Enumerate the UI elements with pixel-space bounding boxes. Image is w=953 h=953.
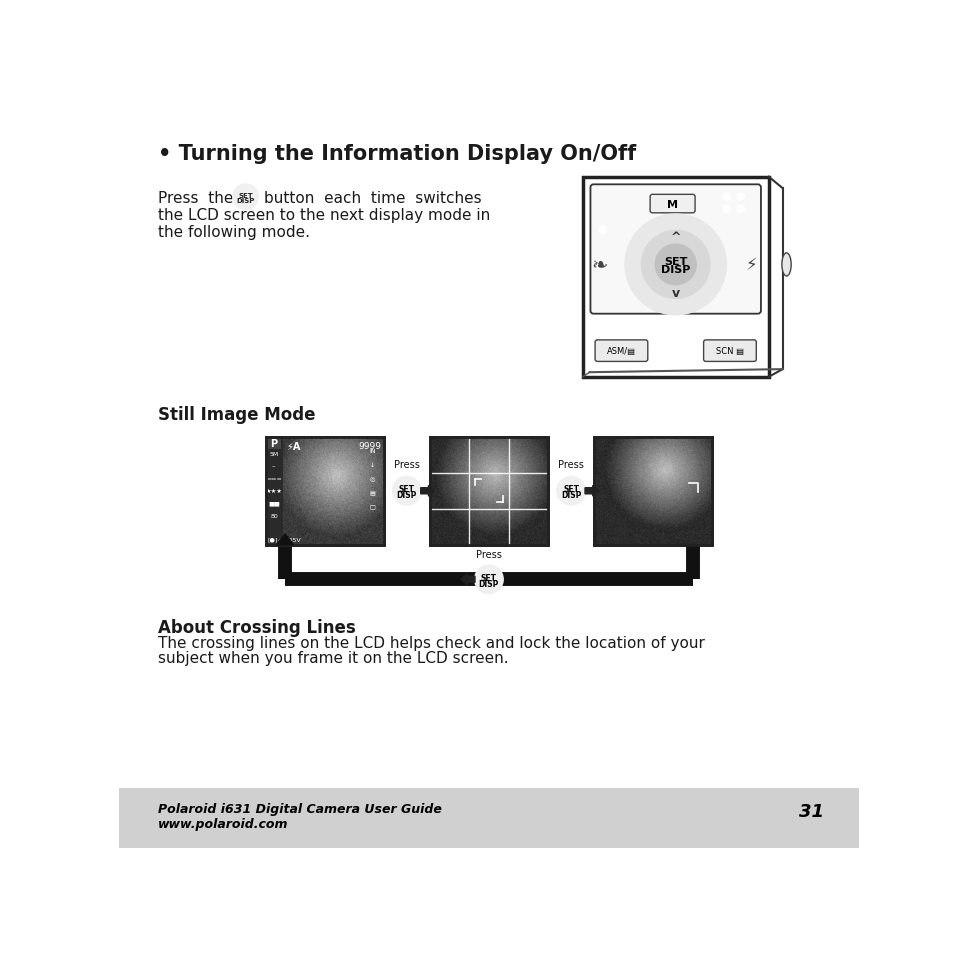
Text: 5M: 5M <box>270 452 278 456</box>
Bar <box>594 437 711 545</box>
Circle shape <box>624 215 725 315</box>
Circle shape <box>736 206 744 213</box>
Text: subject when you frame it on the LCD screen.: subject when you frame it on the LCD scr… <box>158 651 508 665</box>
Text: ASM/▤: ASM/▤ <box>606 347 636 355</box>
FancyBboxPatch shape <box>703 340 756 362</box>
Circle shape <box>641 232 709 299</box>
Text: v: v <box>671 286 679 299</box>
Text: SET: SET <box>480 573 497 582</box>
Text: ===: === <box>266 476 282 481</box>
FancyArrow shape <box>460 575 475 585</box>
Text: ◎: ◎ <box>370 476 375 481</box>
Text: • Turning the Information Display On/Off: • Turning the Information Display On/Off <box>158 144 636 164</box>
Text: the LCD screen to the next display mode in: the LCD screen to the next display mode … <box>158 208 490 223</box>
Text: ★★★: ★★★ <box>266 489 282 494</box>
Circle shape <box>736 193 744 201</box>
Text: ⚡: ⚡ <box>745 256 757 274</box>
Text: [●]+2.05V: [●]+2.05V <box>267 537 300 541</box>
Text: DISP: DISP <box>560 491 580 499</box>
Text: www.polaroid.com: www.polaroid.com <box>158 818 288 830</box>
Bar <box>582 177 768 377</box>
Text: the following mode.: the following mode. <box>158 225 310 240</box>
Text: button  each  time  switches: button each time switches <box>264 192 481 206</box>
Bar <box>266 437 282 545</box>
FancyBboxPatch shape <box>649 195 695 213</box>
Circle shape <box>722 193 730 201</box>
Text: ⚡A: ⚡A <box>286 441 300 452</box>
Bar <box>119 788 858 848</box>
Circle shape <box>393 477 420 505</box>
Circle shape <box>475 566 502 594</box>
Text: IN: IN <box>369 449 375 454</box>
Text: The crossing lines on the LCD helps check and lock the location of your: The crossing lines on the LCD helps chec… <box>158 635 704 650</box>
Text: SET: SET <box>562 484 578 494</box>
Ellipse shape <box>781 253 790 276</box>
Text: 31: 31 <box>799 802 823 820</box>
Text: ^: ^ <box>670 231 680 244</box>
Text: Still Image Mode: Still Image Mode <box>158 405 315 423</box>
Bar <box>266 437 281 450</box>
Bar <box>430 437 547 545</box>
Text: P: P <box>270 438 276 449</box>
Text: M: M <box>666 199 678 210</box>
Text: SCN ▤: SCN ▤ <box>715 347 743 355</box>
FancyBboxPatch shape <box>590 185 760 314</box>
Text: DISP: DISP <box>236 198 254 204</box>
FancyArrow shape <box>276 535 294 545</box>
FancyBboxPatch shape <box>595 340 647 362</box>
FancyArrow shape <box>584 486 598 497</box>
Bar <box>430 437 547 545</box>
Text: SET: SET <box>398 484 415 494</box>
Text: Polaroid i631 Digital Camera User Guide: Polaroid i631 Digital Camera User Guide <box>158 802 441 815</box>
Circle shape <box>233 185 257 210</box>
Text: Press: Press <box>394 459 419 470</box>
Text: 9999: 9999 <box>357 441 381 450</box>
Text: Press  the: Press the <box>158 192 233 206</box>
Text: ❧: ❧ <box>591 255 607 274</box>
Text: □: □ <box>370 504 375 509</box>
Text: SET: SET <box>663 257 687 267</box>
Bar <box>266 437 383 545</box>
Text: SET: SET <box>238 193 253 199</box>
Circle shape <box>598 227 606 234</box>
Text: ▤: ▤ <box>370 490 375 496</box>
Circle shape <box>655 245 695 285</box>
Circle shape <box>722 206 730 213</box>
Text: ■■: ■■ <box>268 501 280 506</box>
Text: --: -- <box>272 464 276 469</box>
Circle shape <box>557 477 584 505</box>
FancyArrow shape <box>420 486 435 497</box>
Text: Press: Press <box>476 550 501 559</box>
Text: Press: Press <box>558 459 583 470</box>
Text: About Crossing Lines: About Crossing Lines <box>158 618 355 637</box>
Bar <box>594 437 711 545</box>
Text: 80: 80 <box>270 514 278 518</box>
Bar <box>266 437 383 545</box>
Text: DISP: DISP <box>396 491 416 499</box>
Text: ↓: ↓ <box>370 462 375 468</box>
Text: DISP: DISP <box>660 265 690 274</box>
Text: DISP: DISP <box>478 579 498 588</box>
